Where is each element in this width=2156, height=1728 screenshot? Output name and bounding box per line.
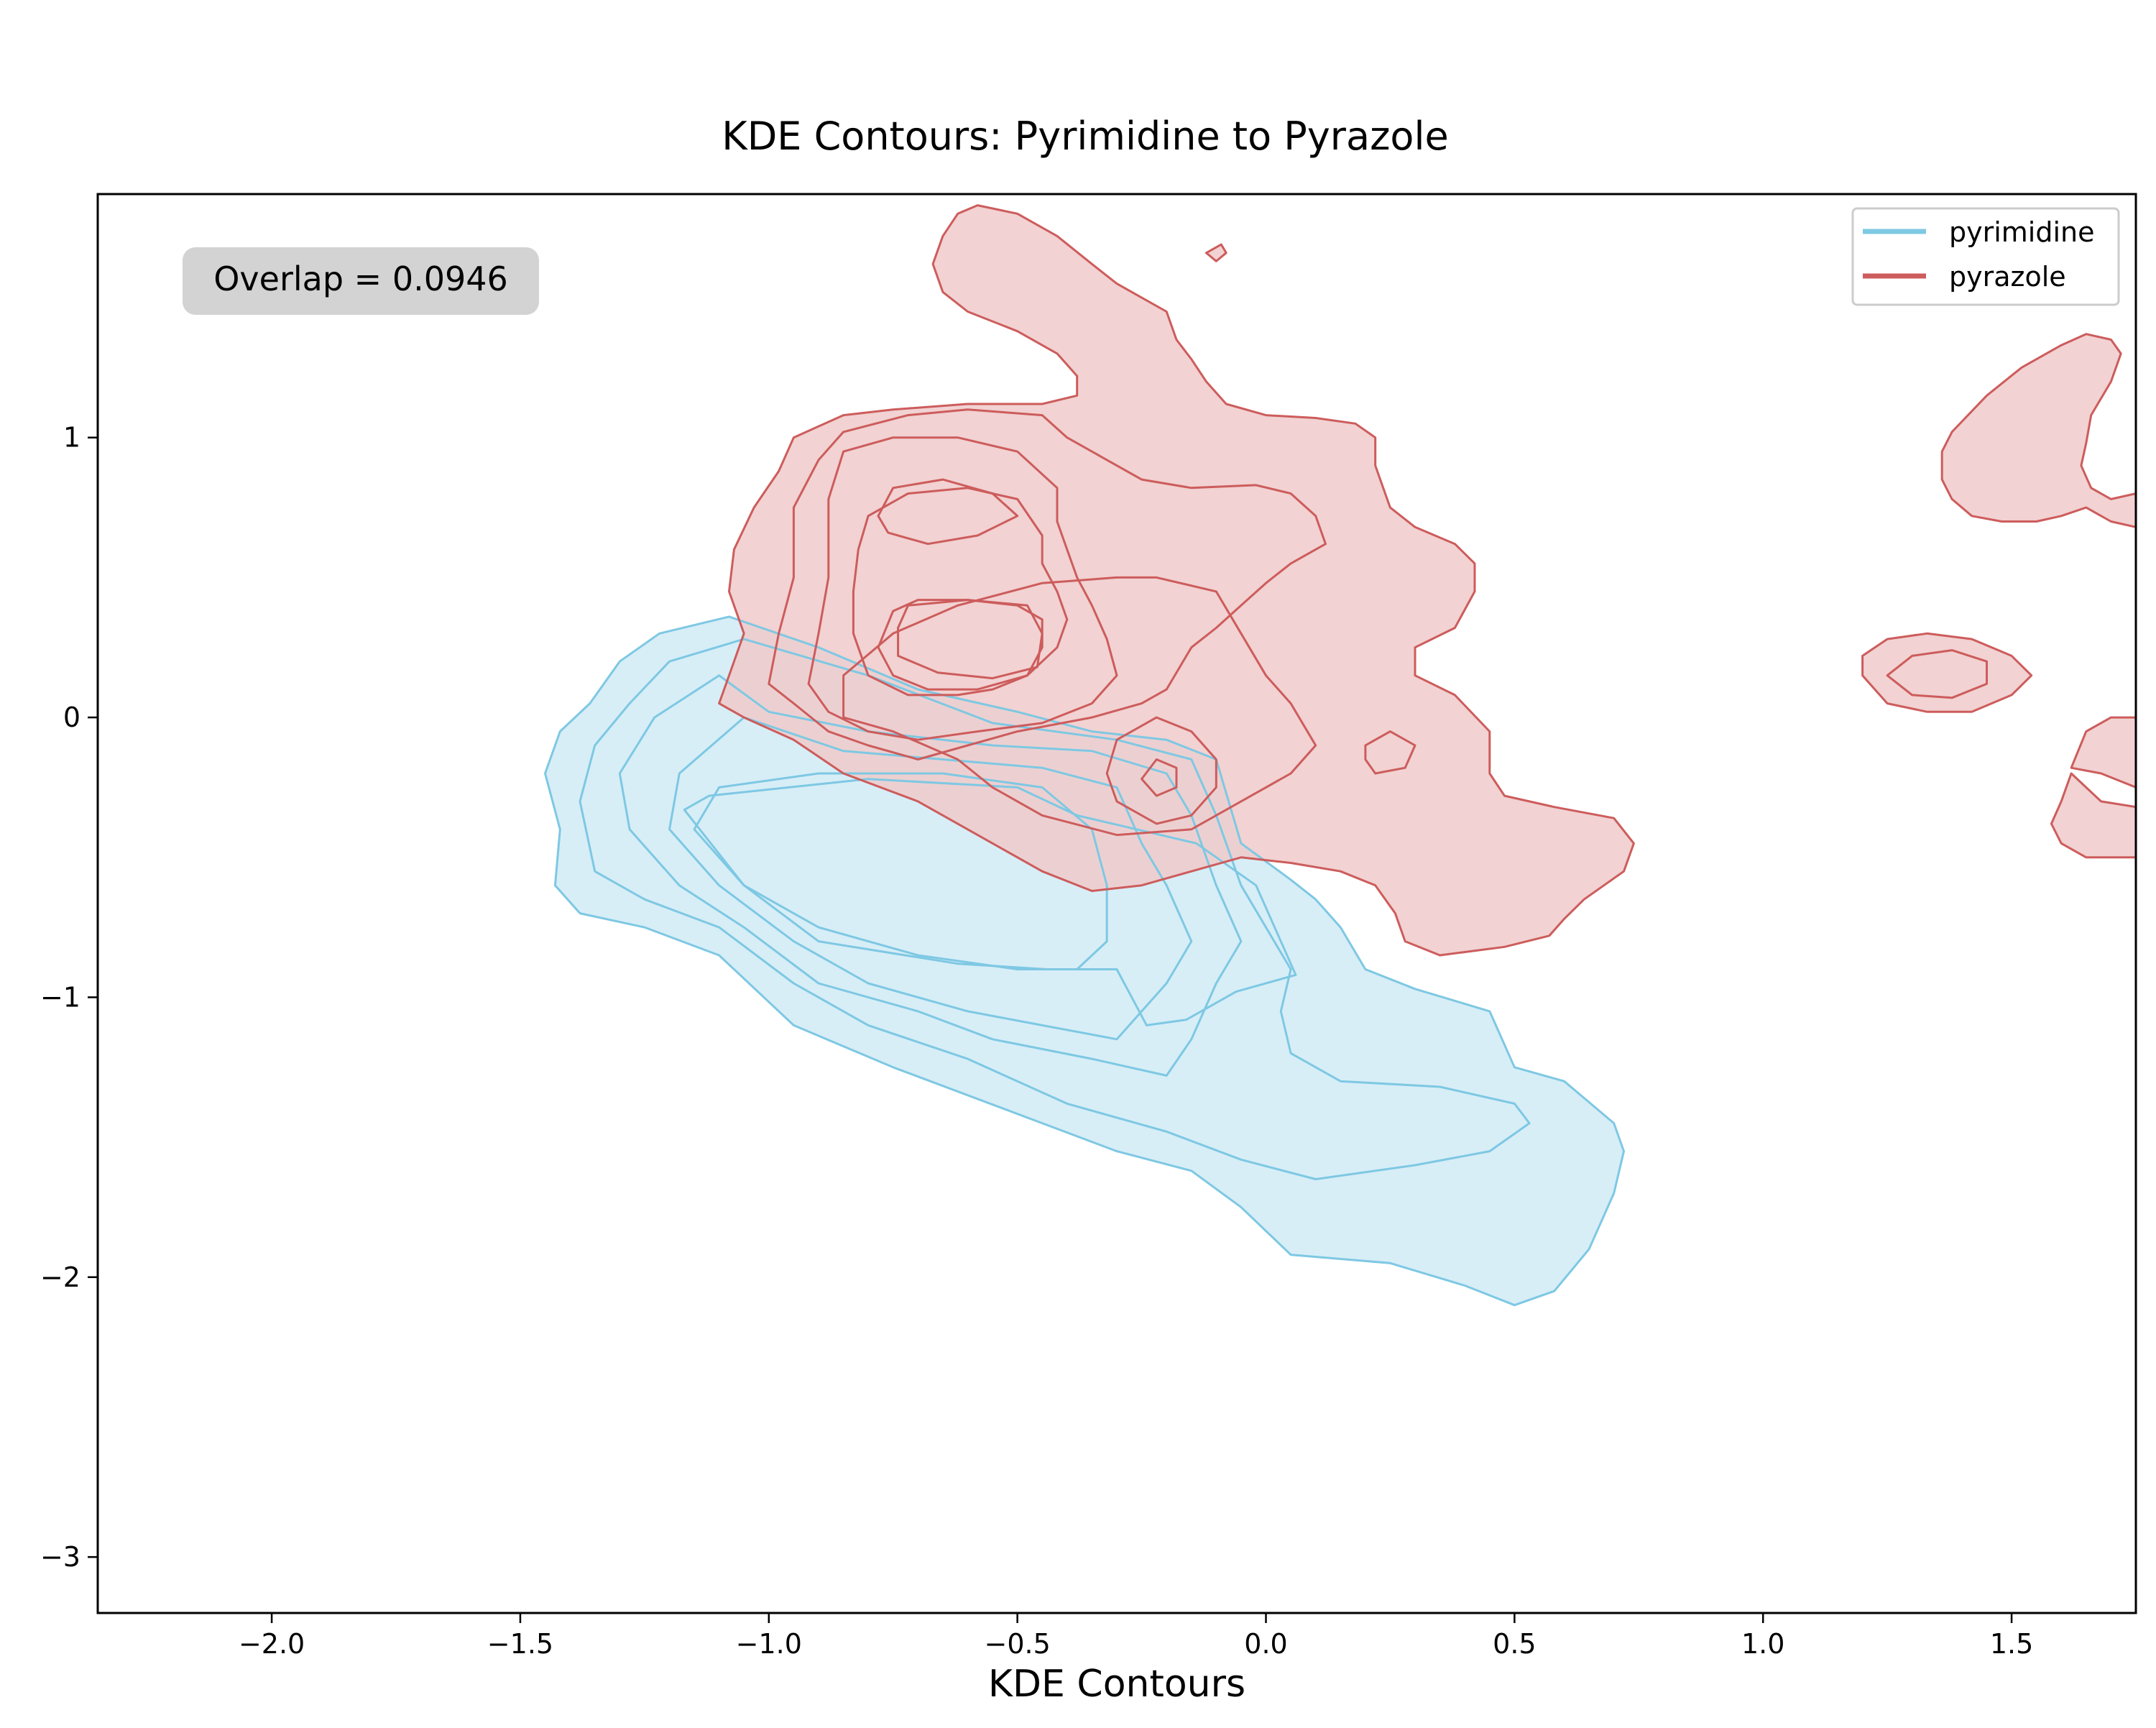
pyrazole-contour-level-2	[1886, 649, 1988, 699]
pyrimidine-contour-level-1	[544, 615, 1625, 1307]
y-axis: −3 −2 −1 0 1	[40, 422, 98, 1573]
x-tick-label: −1.5	[487, 1628, 553, 1660]
pyrazole-fill-region	[2051, 773, 2136, 858]
x-tick-label: 0.0	[1244, 1628, 1287, 1660]
pyrimidine-contour-level-6	[683, 778, 1297, 1026]
pyrimidine-contour-level-5	[693, 772, 1108, 970]
pyrazole-contour-level-3	[807, 436, 1118, 741]
pyrazole-contour-level-2	[768, 408, 1327, 760]
legend-label-pyrimidine: pyrimidine	[1949, 216, 2095, 248]
pyrazole-contour-level-2	[842, 576, 1317, 837]
x-tick-label: −1.0	[736, 1628, 802, 1660]
x-axis-label: KDE Contours	[988, 1663, 1245, 1706]
overlap-annotation-text: Overlap = 0.0946	[213, 259, 508, 298]
pyrazole-contour-level-2	[1364, 730, 1416, 775]
x-tick-label: −0.5	[985, 1628, 1051, 1660]
pyrazole-contour-level-1	[2050, 772, 2136, 859]
pyrazole-contour-level-4	[852, 487, 1069, 697]
pyrazole-contour-level-4	[1141, 758, 1178, 797]
x-tick-label: −2.0	[239, 1628, 305, 1660]
pyrazole-fill-region	[2071, 717, 2136, 788]
overlap-annotation: Overlap = 0.0946	[183, 247, 539, 315]
pyrazole-contour-level-1	[1861, 632, 2033, 713]
pyrazole-contour-level-1	[2070, 716, 2136, 789]
pyrimidine-contour-level-4	[668, 716, 1193, 1041]
pyrazole-contour-level-1	[1940, 333, 2136, 528]
y-tick-label: 1	[63, 422, 80, 454]
y-tick-label: −1	[40, 981, 80, 1013]
legend-label-pyrazole: pyrazole	[1949, 261, 2066, 293]
x-tick-label: 1.5	[1990, 1628, 2033, 1660]
x-axis: −2.0 −1.5 −1.0 −0.5 0.0 0.5 1.0 1.5	[239, 1613, 2033, 1660]
pyrazole-fill-region	[1942, 334, 2136, 528]
pyrazole-contour-level-5	[877, 478, 1019, 546]
x-tick-label: 0.5	[1493, 1628, 1536, 1660]
y-tick-label: 0	[63, 702, 80, 733]
overlap-annotation-box	[183, 247, 539, 315]
contour-lines	[544, 204, 2136, 1307]
legend: pyrimidine pyrazole	[1851, 207, 2120, 306]
pyrazole-fill-region	[1862, 633, 2032, 712]
y-tick-label: −3	[40, 1541, 80, 1573]
pyrimidine-contour-level-2	[579, 638, 1531, 1180]
pyrimidine-contour-level-3	[618, 674, 1243, 1077]
x-tick-label: 1.0	[1741, 1628, 1784, 1660]
y-tick-label: −2	[40, 1261, 80, 1293]
plot-frame	[96, 193, 2137, 1614]
chart-title: KDE Contours: Pyrimidine to Pyrazole	[722, 114, 1448, 159]
pyrazole-contour-level-6	[897, 599, 1044, 680]
contour-fills	[545, 205, 2136, 1305]
pyrazole-contour-level-1	[718, 204, 1635, 957]
pyrazole-contour-level-3	[1105, 716, 1217, 825]
pyrazole-contour-level-1	[1205, 243, 1227, 262]
